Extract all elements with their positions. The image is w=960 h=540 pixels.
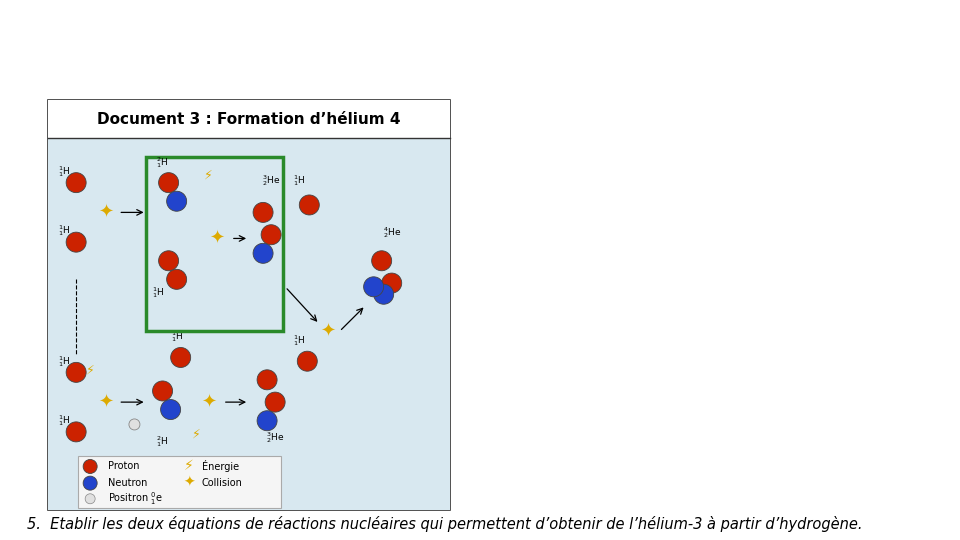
Circle shape bbox=[372, 251, 392, 271]
Text: $^1_1$H: $^1_1$H bbox=[58, 224, 70, 239]
Bar bbox=[48, 100, 450, 510]
Text: $^1_1$H: $^1_1$H bbox=[171, 329, 182, 345]
Text: ✦: ✦ bbox=[183, 476, 195, 490]
Circle shape bbox=[153, 381, 173, 401]
Circle shape bbox=[257, 411, 277, 431]
Circle shape bbox=[84, 476, 97, 490]
Circle shape bbox=[158, 251, 179, 271]
Text: $^3_2$He: $^3_2$He bbox=[266, 430, 284, 445]
Circle shape bbox=[84, 460, 97, 474]
Text: $^1_1$H: $^1_1$H bbox=[58, 354, 70, 369]
Circle shape bbox=[171, 347, 191, 368]
Text: Énergie: Énergie bbox=[202, 461, 239, 472]
Text: ⚡: ⚡ bbox=[192, 427, 201, 440]
Bar bbox=[78, 456, 281, 508]
Text: ⚡: ⚡ bbox=[204, 168, 213, 181]
Text: ⚡: ⚡ bbox=[85, 364, 95, 377]
Bar bbox=[48, 138, 450, 510]
Text: ✦: ✦ bbox=[99, 393, 114, 411]
Circle shape bbox=[382, 273, 401, 293]
Circle shape bbox=[66, 232, 86, 252]
Text: ⚡: ⚡ bbox=[183, 460, 194, 474]
Circle shape bbox=[364, 277, 384, 297]
Text: Collision: Collision bbox=[202, 478, 243, 488]
Text: Document 3 : Formation d’hélium 4: Document 3 : Formation d’hélium 4 bbox=[97, 111, 400, 126]
Circle shape bbox=[66, 362, 86, 382]
Text: $^1_1$H: $^1_1$H bbox=[293, 173, 305, 188]
Circle shape bbox=[261, 225, 281, 245]
Text: $^4_2$He: $^4_2$He bbox=[383, 225, 401, 240]
Text: $^3_2$He: $^3_2$He bbox=[262, 173, 280, 188]
Circle shape bbox=[85, 494, 95, 504]
Text: Neutron: Neutron bbox=[108, 478, 148, 488]
Circle shape bbox=[300, 195, 320, 215]
Text: $^1_1$H: $^1_1$H bbox=[293, 333, 305, 348]
Text: ✦: ✦ bbox=[209, 230, 225, 247]
Circle shape bbox=[167, 269, 186, 289]
Text: ✦: ✦ bbox=[99, 204, 114, 221]
Text: $^2_1$H: $^2_1$H bbox=[156, 155, 169, 170]
Circle shape bbox=[158, 173, 179, 193]
Bar bbox=[48, 100, 450, 138]
Text: $^2_1$H: $^2_1$H bbox=[156, 434, 169, 449]
Circle shape bbox=[253, 244, 273, 264]
Circle shape bbox=[265, 392, 285, 412]
Circle shape bbox=[66, 422, 86, 442]
Bar bbox=[147, 157, 283, 332]
Text: 5.  Etablir les deux équations de réactions nucléaires qui permettent d’obtenir : 5. Etablir les deux équations de réactio… bbox=[27, 516, 862, 532]
Circle shape bbox=[253, 202, 273, 222]
Text: Positron $^0_1$e: Positron $^0_1$e bbox=[108, 490, 163, 507]
Circle shape bbox=[257, 370, 277, 390]
Circle shape bbox=[129, 419, 140, 430]
Text: Proton: Proton bbox=[108, 462, 139, 471]
Text: ✦: ✦ bbox=[320, 322, 335, 340]
Text: $^1_1$H: $^1_1$H bbox=[153, 285, 165, 300]
Circle shape bbox=[167, 191, 186, 211]
Text: $^1_1$H: $^1_1$H bbox=[58, 413, 70, 428]
Circle shape bbox=[298, 351, 318, 371]
Circle shape bbox=[66, 173, 86, 193]
Text: $^1_1$H: $^1_1$H bbox=[58, 164, 70, 179]
Circle shape bbox=[160, 400, 180, 420]
Circle shape bbox=[373, 284, 394, 304]
Text: ✦: ✦ bbox=[202, 393, 216, 411]
